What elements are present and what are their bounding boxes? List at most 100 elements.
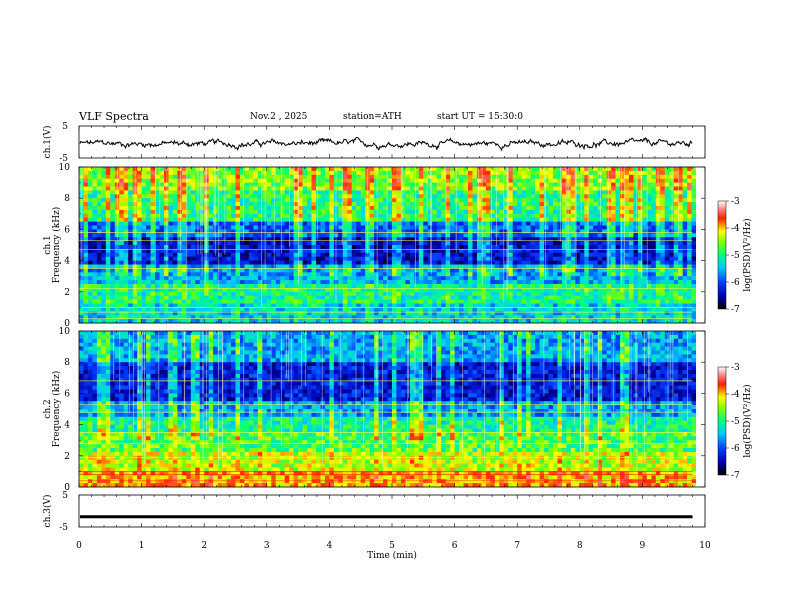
spec-cell [271, 299, 277, 304]
spec-cell [503, 272, 509, 277]
spec-cell [92, 237, 98, 242]
spec-cell [262, 217, 268, 222]
spec-cell [450, 186, 455, 191]
spec-cell [548, 174, 554, 180]
spec-cell [271, 198, 277, 203]
spec-cell [418, 217, 424, 222]
spec-cell [575, 291, 581, 297]
spec-cell [409, 315, 415, 320]
spec-cell [378, 229, 384, 234]
spec-cell [512, 260, 518, 265]
spec-cell [83, 268, 89, 273]
spec-cell [530, 248, 536, 254]
spec-cell [436, 225, 442, 230]
spec-cell [575, 194, 581, 199]
spec-cell [584, 319, 590, 324]
spec-cell [423, 315, 429, 320]
spec-cell [512, 315, 518, 320]
spec-cell [262, 284, 268, 289]
spec-cell [561, 221, 567, 226]
spec-cell [570, 206, 576, 211]
spec-cell [535, 237, 540, 242]
spec-cell [342, 299, 348, 304]
spec-cell [257, 303, 263, 308]
spec-cell [248, 276, 254, 281]
spec-cell [262, 260, 268, 265]
spec-cell [307, 248, 312, 254]
spec-cell [146, 198, 151, 203]
spec-cell [105, 233, 111, 238]
spec-cell [293, 299, 299, 304]
spec-cell [414, 237, 420, 242]
spec-cell [597, 182, 603, 187]
spec-cell [374, 229, 379, 234]
spec-cell [347, 202, 353, 207]
spec-cell [539, 213, 545, 219]
spec-cell [611, 280, 616, 285]
spec-cell [566, 303, 572, 308]
spec-cell [119, 287, 125, 293]
spec-cell [204, 291, 210, 297]
spec-cell [271, 287, 277, 293]
spec-cell [387, 194, 393, 199]
spec-cell [445, 241, 451, 246]
spec-cell [190, 303, 196, 308]
spec-cell [588, 241, 594, 246]
spec-cell [204, 299, 210, 304]
spec-cell [432, 276, 438, 281]
spec-cell [432, 190, 438, 195]
spec-cell [235, 307, 241, 312]
spec-cell [96, 311, 102, 316]
spec-cell [418, 233, 424, 238]
spec-cell [561, 303, 567, 308]
spec-cell [119, 229, 125, 234]
spec-cell [432, 206, 438, 211]
spec-cell [508, 221, 514, 226]
spec-cell [503, 233, 509, 238]
spec-cell [481, 299, 487, 304]
spec-cell [530, 295, 536, 300]
spec-cell [150, 209, 156, 215]
spec-cell [266, 178, 272, 183]
spec-cell [217, 248, 223, 254]
spec-cell [521, 245, 527, 250]
spec-cell [570, 170, 576, 176]
spec-cell [405, 276, 411, 281]
spec-cell [526, 229, 531, 234]
spec-cell [548, 284, 554, 289]
spec-cell [485, 284, 491, 289]
spec-cell [459, 206, 464, 211]
spec-cell [275, 170, 281, 176]
spec-cell [494, 237, 500, 242]
spec-cell [544, 170, 549, 176]
spec-cell [494, 182, 500, 187]
spec-cell [436, 311, 442, 316]
spec-cell [615, 311, 621, 316]
spec-cell [409, 178, 415, 183]
spec-cell [584, 311, 590, 316]
spec-cell [257, 315, 263, 320]
spec-cell [526, 295, 531, 300]
spec-cell [485, 174, 491, 180]
spec-cell [476, 190, 482, 195]
spec-cell [186, 217, 192, 222]
spec-cell [588, 237, 594, 242]
spec-cell [374, 206, 379, 211]
spec-cell [611, 307, 616, 312]
spec-cell [231, 295, 236, 300]
spec-cell [92, 217, 98, 222]
spec-cell [217, 198, 223, 203]
spec-cell [356, 315, 362, 320]
spec-cell [597, 233, 603, 238]
spec-cell [248, 221, 254, 226]
spec-cell [320, 217, 326, 222]
spec-cell [463, 272, 469, 277]
spec-cell [289, 315, 294, 320]
spec-cell [476, 237, 482, 242]
spec-cell [248, 229, 254, 234]
spec-cell [275, 167, 281, 172]
spec-cell [459, 167, 464, 172]
spec-cell [476, 225, 482, 230]
spec-cell [302, 291, 308, 297]
spec-cell [217, 252, 223, 258]
